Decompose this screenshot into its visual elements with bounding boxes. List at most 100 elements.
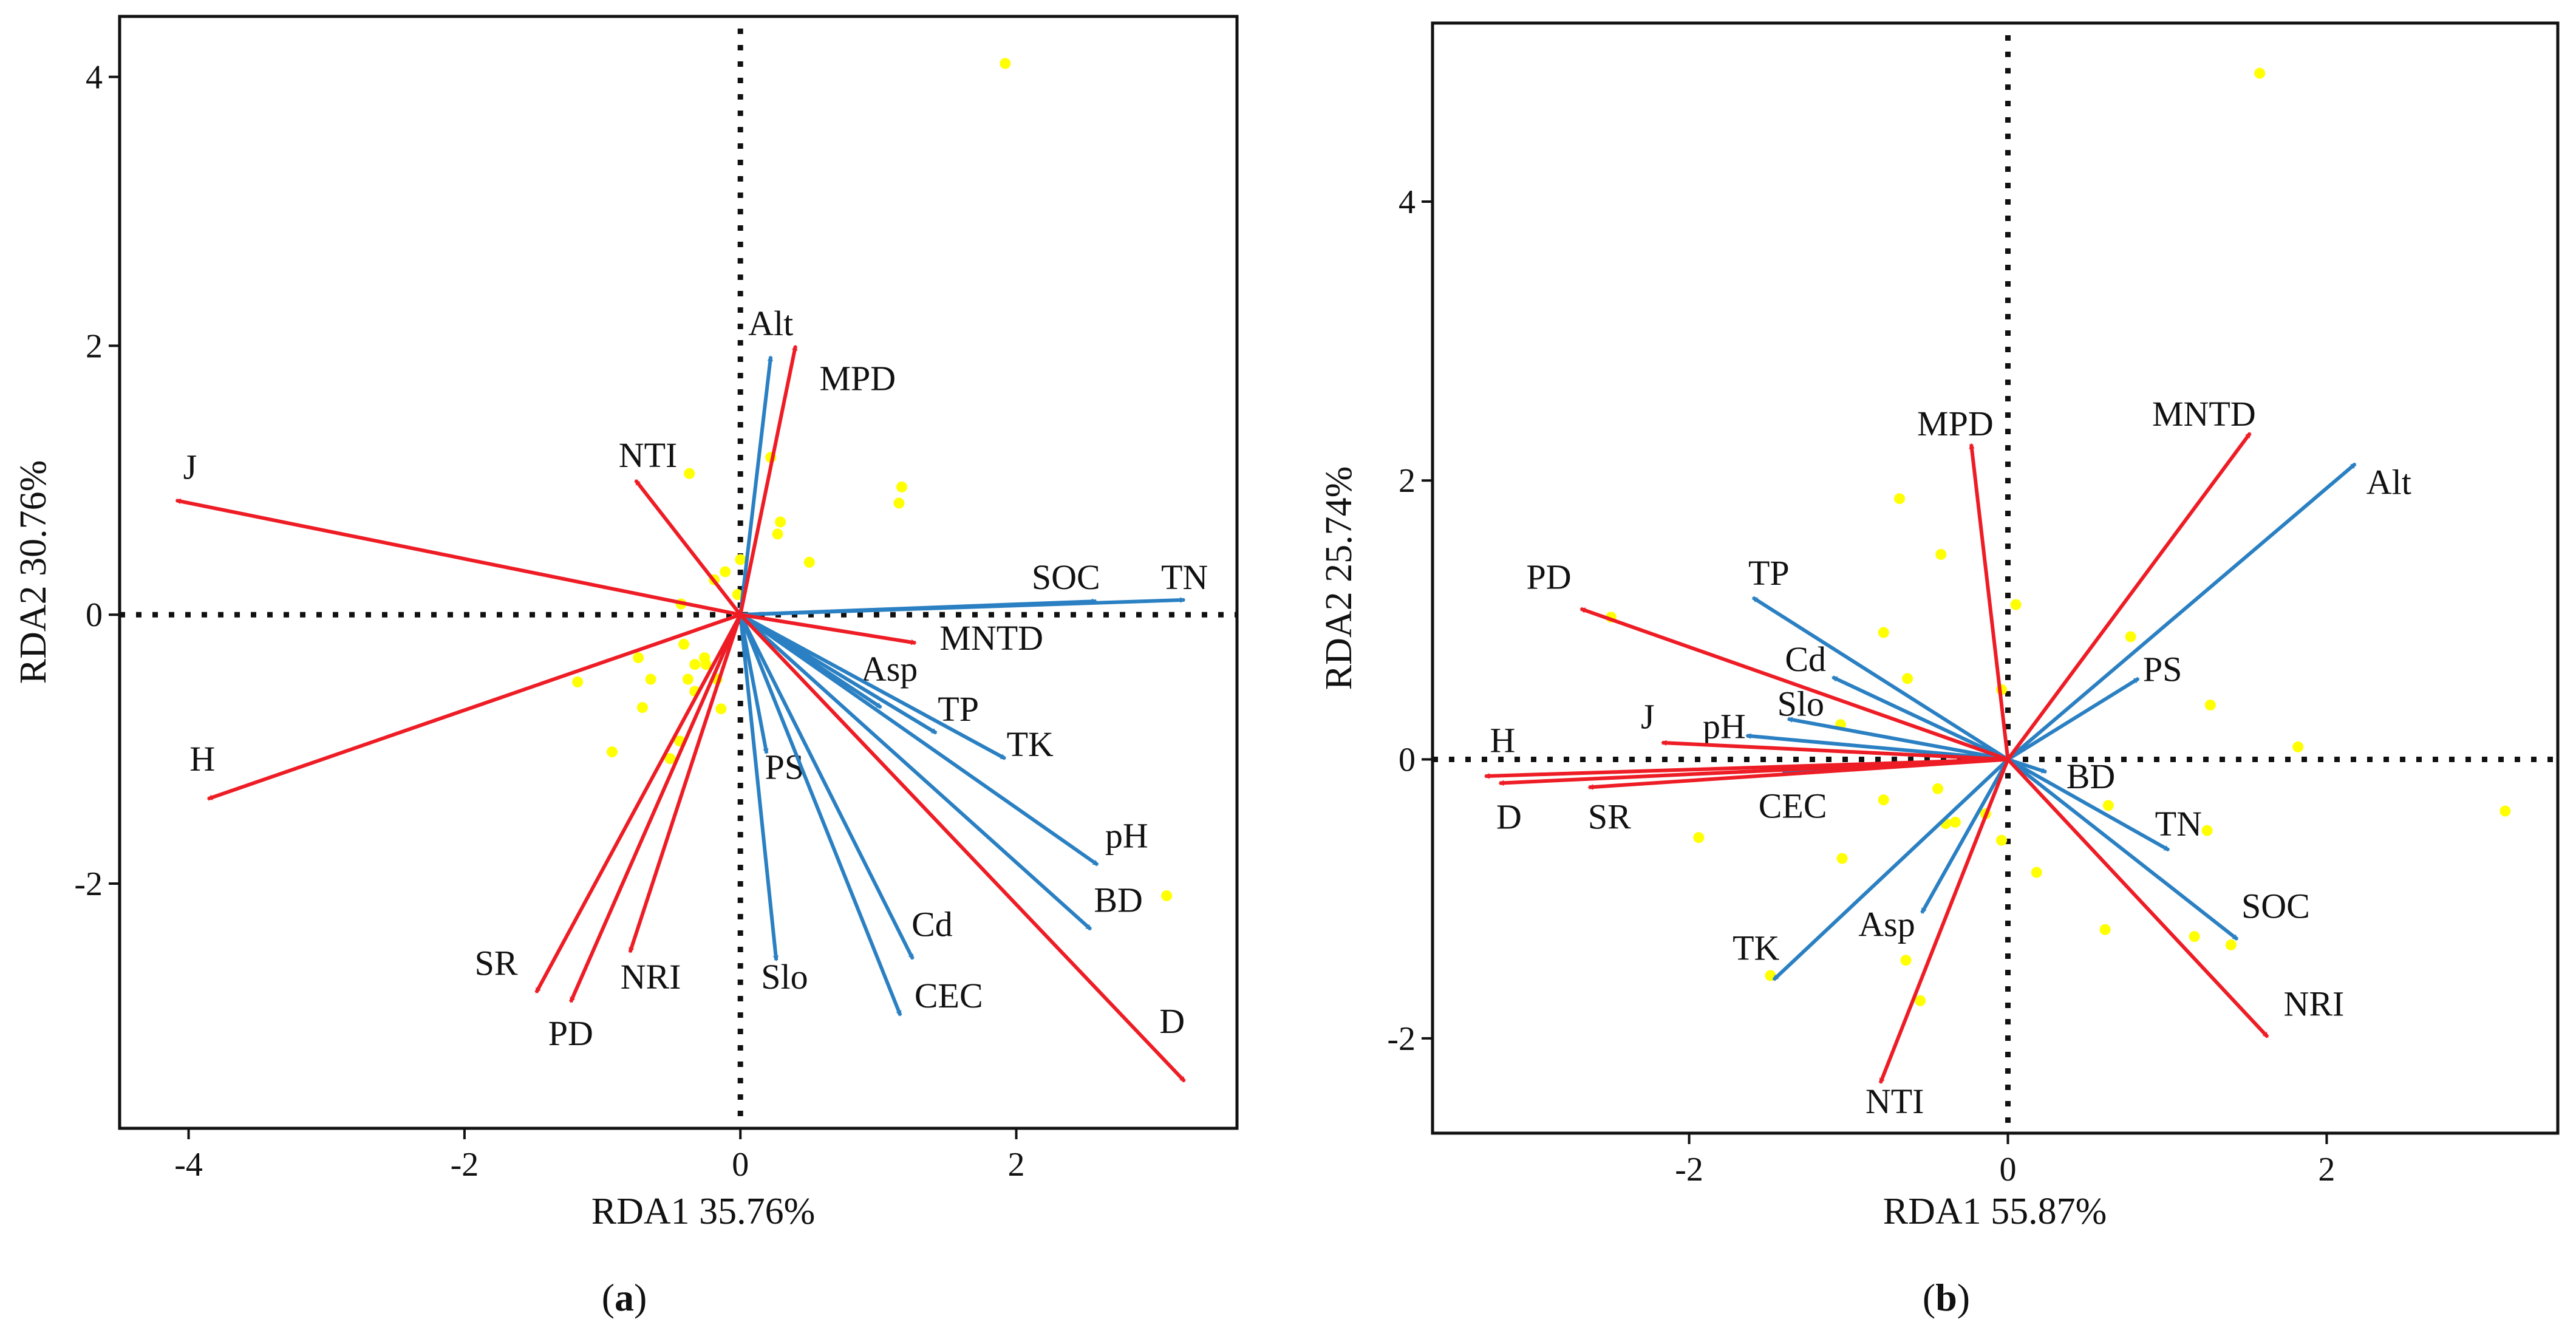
y-tick-label: 2 [86,327,103,365]
response-label-mntd: MNTD [2152,394,2256,434]
site-point [2099,924,2111,935]
y-tick-label: 2 [1399,462,1416,500]
response-label-pd: PD [1527,557,1572,597]
environment-label-soc: SOC [1032,557,1100,597]
site-point [1915,995,1926,1006]
environment-arrow-cec [738,614,902,1017]
x-axis-title: RDA1 55.87% [1883,1191,2107,1232]
y-axis-title: RDA2 30.76% [13,460,54,684]
environment-label-bd: BD [2067,757,2116,796]
environment-label-tp: TP [938,689,979,729]
environment-arrow-ps [2006,677,2140,762]
site-point [700,659,712,670]
environment-arrow-tn [740,597,1186,617]
panel-b: RDA1 55.87% RDA2 25.74% (b) -2 0 2 -2 0 2 4 Alt… [1318,21,2560,1319]
environment-label-tk: TK [1733,929,1779,968]
y-tick-label: 4 [1399,183,1416,221]
environment-label-cec: CEC [915,976,983,1015]
x-tick-label: -4 [174,1146,203,1184]
caption-letter: a [615,1276,634,1319]
site-point [1935,548,1947,560]
site-point [664,753,676,765]
environment-arrow-tk [739,613,1007,760]
response-label-d: D [1496,797,1522,837]
environment-arrow-ps [738,614,769,755]
environment-arrow-tk [1772,758,2009,981]
environment-arrow-slo [1787,717,2009,762]
environment-arrow-tp [1751,596,2009,762]
site-point [1161,890,1173,901]
environment-arrow-tn [2007,757,2170,852]
plot-frame [1431,21,2560,1135]
environment-label-ph: pH [1105,816,1148,855]
site-point [1894,493,1906,505]
environment-label-soc: SOC [2241,887,2310,926]
site-point [2031,867,2042,878]
y-tick-label: 0 [1399,741,1416,779]
environment-label-asp: Asp [861,649,918,689]
environment-arrow-asp [1920,758,2010,914]
x-tick-label: 2 [1008,1146,1025,1184]
environment-arrow-alt [2006,462,2357,761]
response-label-nti: NTI [1866,1082,1924,1121]
y-tick-label: -2 [1387,1020,1416,1058]
environment-label-asp: Asp [1858,905,1915,944]
panel-caption: (a) [602,1276,647,1319]
site-point [2125,631,2136,642]
site-point [678,638,690,650]
site-point [633,652,644,664]
site-point [1932,783,1944,794]
environment-label-cec: CEC [1759,786,1827,825]
x-axis-title: RDA1 35.76% [591,1191,816,1232]
environment-arrow-alt [738,355,774,615]
response-label-j: J [183,448,197,487]
response-arrow-mpd [738,344,798,615]
response-label-h: H [189,739,215,779]
response-arrow-sr [534,613,742,994]
caption-letter: b [1935,1276,1957,1319]
response-label-nti: NTI [619,435,678,475]
site-point [1995,834,2007,846]
site-point [735,554,746,565]
panel-a: RDA1 35.76% RDA2 30.76% (a) -4 -2 0 2 -2 0 2 4 A… [13,15,1239,1319]
x-tick-label: -2 [451,1146,479,1184]
y-tick-label: -2 [74,865,103,903]
site-point [775,516,786,528]
environment-label-slo: Slo [1777,684,1824,724]
environment-arrow-bd [739,613,1092,931]
site-point [645,673,656,685]
site-point [2010,599,2022,610]
caption-open: ( [1923,1276,1935,1319]
environment-label-tk: TK [1007,724,1054,764]
response-label-mpd: MPD [819,359,896,398]
response-label-mntd: MNTD [939,618,1043,658]
site-point [2201,825,2213,836]
response-label-j: J [1641,697,1655,736]
site-point [732,589,743,601]
site-point [1000,58,1011,69]
caption-close: ) [1957,1276,1970,1319]
response-arrow-mntd [740,613,917,646]
environment-arrow-soc [2006,758,2239,941]
site-point [572,676,584,687]
site-point [715,703,727,715]
environment-label-tn: TN [2155,804,2202,844]
response-arrow-j [175,498,741,617]
y-axis-title: RDA2 25.74% [1318,466,1360,690]
site-point [684,468,695,479]
response-label-sr: SR [1588,797,1631,837]
response-arrow-h [206,613,741,801]
environment-label-ps: PS [2143,649,2182,689]
response-arrow-mntd [2006,432,2252,761]
environment-arrow-ph [1745,733,2008,762]
x-tick-label: 0 [732,1146,749,1184]
site-point [2499,805,2511,817]
caption-open: ( [602,1276,615,1319]
response-arrow-pd [569,614,742,1003]
y-tick-label: 0 [86,596,103,634]
environment-label-alt: Alt [748,304,793,343]
environment-label-cd: Cd [911,904,953,944]
environment-label-ps: PS [765,747,805,786]
site-point [2102,800,2114,811]
